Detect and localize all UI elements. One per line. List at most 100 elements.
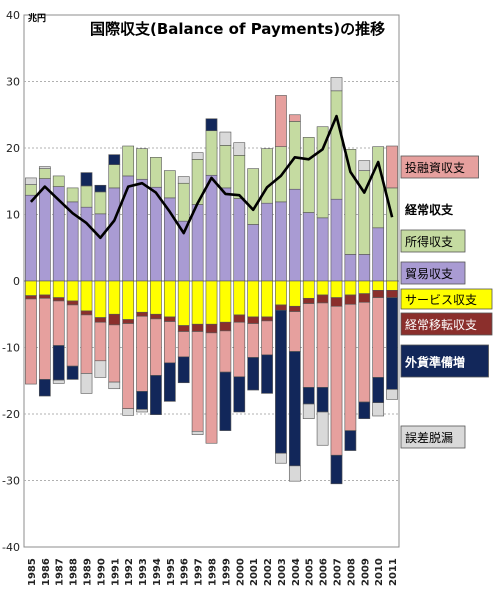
bar-segment-reserves xyxy=(177,356,190,384)
bar-segment-income xyxy=(150,157,162,188)
x-tick-label: 2006 xyxy=(319,558,330,586)
bar-segment-errors xyxy=(275,452,287,464)
bar-segment-trade xyxy=(94,213,107,282)
bar-segment-reserves xyxy=(163,362,176,402)
bar-segment-financial xyxy=(150,318,162,376)
y-tick-label: -20 xyxy=(2,408,20,421)
bar-segment-transfers xyxy=(247,316,260,324)
bar-segment-transfers xyxy=(219,321,232,332)
bar-segment-reserves xyxy=(372,377,385,403)
bar-segment-financial xyxy=(122,323,135,409)
bar-segment-income xyxy=(66,187,79,203)
legend-label: 外貨準備増 xyxy=(405,355,465,370)
bar-segment-trade xyxy=(330,198,343,282)
bar-segment-services xyxy=(136,280,148,313)
bar-segment-reserves xyxy=(66,365,79,380)
bar-segment-services xyxy=(122,280,135,320)
bar-segment-trade xyxy=(261,202,273,282)
legend-label: 経常移転収支 xyxy=(405,318,477,332)
bar-segment-reserves xyxy=(288,351,301,467)
bar-segment-errors xyxy=(302,403,315,419)
x-tick-label: 1992 xyxy=(124,558,135,586)
bar-segment-transfers xyxy=(330,297,343,307)
bar-segment-income xyxy=(233,155,246,199)
bar-segment-income xyxy=(288,121,301,190)
bar-segment-errors xyxy=(191,152,204,160)
bar-segment-financial xyxy=(316,302,329,388)
bar-segment-transfers xyxy=(191,323,204,332)
legend-swatch xyxy=(400,288,493,310)
bar-segment-trade xyxy=(288,188,301,282)
bar-segment-services xyxy=(177,280,190,326)
unit-label: 兆円 xyxy=(28,12,46,24)
bar-segment-financial xyxy=(386,145,398,189)
bar-segment-transfers xyxy=(358,293,371,303)
bar-segment-services xyxy=(288,280,301,307)
bar-segment-services xyxy=(275,280,287,306)
bar-segment-services xyxy=(372,280,385,291)
bar-segment-income xyxy=(163,170,176,199)
bar-segment-services xyxy=(316,280,329,296)
bar-segment-transfers xyxy=(163,316,176,322)
bar-segment-errors xyxy=(136,409,148,413)
bar-segment-trade xyxy=(25,194,37,282)
bar-segment-income xyxy=(330,90,343,200)
bar-segment-income xyxy=(38,168,51,179)
bar-segment-reserves xyxy=(205,118,218,132)
bar-segment-trade xyxy=(191,204,204,282)
bar-segment-reserves xyxy=(316,387,329,413)
legend-item: 所得収支 xyxy=(400,229,466,253)
bar-segment-transfers xyxy=(386,290,398,298)
bar-segment-transfers xyxy=(288,305,301,312)
bar-segment-transfers xyxy=(372,290,385,298)
current-account-line xyxy=(29,114,394,240)
legend-label: 貿易収支 xyxy=(405,267,453,281)
bar-segment-financial xyxy=(275,95,287,147)
bar-segment-errors xyxy=(358,160,371,171)
legend-swatch xyxy=(400,344,489,378)
x-tick-label: 1989 xyxy=(83,558,94,586)
bar-segment-trade xyxy=(136,178,148,282)
bar-segment-reserves xyxy=(386,297,398,390)
x-tick-label: 1991 xyxy=(110,558,121,586)
y-tick-label: -40 xyxy=(2,541,20,554)
bar-segment-errors xyxy=(52,379,65,384)
x-tick-label: 1993 xyxy=(138,558,149,586)
bar-segment-financial xyxy=(136,315,148,392)
bar-segment-financial xyxy=(163,321,176,364)
bar-segment-errors xyxy=(219,131,232,146)
bar-segment-services xyxy=(80,280,93,312)
x-tick-label: 1997 xyxy=(194,558,205,586)
chart-title: 国際収支(Balance of Payments)の推移 xyxy=(90,20,385,38)
bar-segment-income xyxy=(25,184,37,196)
x-tick-label: 2000 xyxy=(235,558,246,586)
bar-segment-reserves xyxy=(302,387,315,405)
bar-segment-errors xyxy=(191,430,204,435)
bar-segment-services xyxy=(163,280,176,318)
bar-segment-financial xyxy=(52,300,65,346)
x-tick-label: 2005 xyxy=(305,558,316,586)
y-tick-label: -10 xyxy=(2,342,20,355)
legend-swatch xyxy=(400,312,493,336)
bar-segment-transfers xyxy=(38,294,51,299)
bar-segment-reserves xyxy=(330,454,343,485)
bar-segment-transfers xyxy=(233,314,246,323)
bar-segment-services xyxy=(358,280,371,294)
x-tick-label: 2011 xyxy=(388,558,399,586)
legend-item: サービス収支 xyxy=(400,288,493,310)
legend-item: 経常移転収支 xyxy=(400,312,493,336)
bar-segment-financial xyxy=(288,114,301,122)
y-axis-ticks: -40 -30 -20 -10 0 10 20 30 40 xyxy=(2,9,20,554)
bar-segment-trade xyxy=(372,227,385,282)
bar-segment-errors xyxy=(233,142,246,156)
bar-segment-errors xyxy=(330,77,343,92)
bar-segment-income xyxy=(94,191,107,215)
bar-segment-transfers xyxy=(25,295,37,300)
bar-segment-transfers xyxy=(275,304,287,311)
x-axis-ticks: 1985 1986 1987 1988 1989 1990 1991 1992 1993 1994… xyxy=(27,558,399,586)
bar-segment-financial xyxy=(372,297,385,378)
bar-segment-reserves xyxy=(358,401,371,419)
bar-segment-financial xyxy=(219,330,232,373)
y-tick-label: 30 xyxy=(6,76,20,89)
